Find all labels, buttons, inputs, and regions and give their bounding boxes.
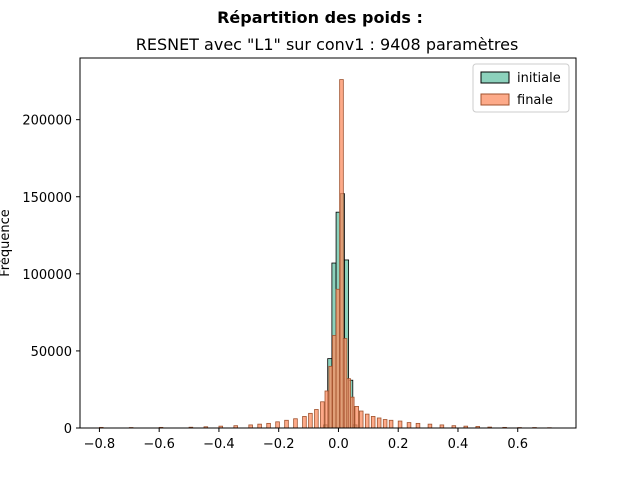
bar-finale-26 (358, 410, 364, 429)
y-tick-label: 150000 (22, 191, 72, 206)
bar-finale-13 (302, 416, 307, 429)
legend: initiale finale (472, 63, 570, 113)
bar-finale-9 (266, 422, 271, 429)
y-axis: 0 50000 100000 150000 200000 (22, 114, 80, 437)
x-tick-label: −0.8 (84, 437, 116, 452)
legend-label-initiale: initiale (517, 71, 561, 86)
bar-finale-33 (406, 422, 412, 429)
x-tick-label: −0.6 (143, 437, 175, 452)
bar-finale-29 (376, 417, 382, 429)
y-tick-label: 100000 (22, 268, 72, 283)
bar-finale-15 (314, 409, 319, 429)
bar-finale-8 (257, 423, 262, 429)
bar-finale-20 (335, 288, 341, 429)
bar-finale-24 (350, 396, 355, 429)
y-tick-label: 200000 (22, 114, 72, 129)
bar-finale-28 (370, 416, 376, 429)
x-tick-label: −0.2 (263, 437, 295, 452)
plot-frame (79, 57, 577, 429)
y-tick-label: 0 (64, 422, 72, 437)
x-tick-label: 0.6 (507, 437, 528, 452)
bar-finale-19 (332, 335, 337, 429)
plot-area (79, 57, 577, 429)
bar-finale-23 (346, 378, 351, 429)
bar-finale-18 (328, 365, 333, 429)
bar-finale-34 (415, 422, 421, 429)
chart-title: RESNET avec "L1" sur conv1 : 9408 paramè… (136, 35, 519, 54)
legend-label-finale: finale (517, 93, 553, 108)
bar-finale-16 (320, 401, 325, 429)
bar-finale-17 (324, 390, 330, 429)
bar-finale-35 (427, 423, 433, 429)
bar-finale-30 (382, 419, 388, 429)
x-tick-label: 0.2 (388, 437, 409, 452)
x-tick-label: 0.0 (328, 437, 349, 452)
chart-suptitle: Répartition des poids : (217, 8, 423, 27)
bar-finale-12 (293, 418, 298, 429)
bar-finale-10 (275, 421, 280, 429)
bar-finale-32 (397, 420, 403, 429)
legend-swatch-finale (480, 93, 510, 106)
bar-finale-31 (388, 419, 394, 429)
bar-finale-21 (339, 79, 344, 429)
bar-finale-27 (364, 413, 370, 429)
y-tick-label: 50000 (31, 345, 72, 360)
x-tick-label: −0.4 (203, 437, 235, 452)
x-tick-label: 0.4 (448, 437, 469, 452)
legend-swatch-initiale (480, 71, 510, 84)
bar-finale-14 (308, 412, 313, 429)
bar-finale-25 (354, 406, 359, 429)
y-axis-label: Fréquence (0, 209, 13, 276)
bar-finale-22 (342, 338, 348, 429)
x-axis: −0.8 −0.6 −0.4 −0.2 0.0 0.2 0.4 0.6 (84, 428, 528, 452)
bar-finale-11 (284, 419, 289, 429)
